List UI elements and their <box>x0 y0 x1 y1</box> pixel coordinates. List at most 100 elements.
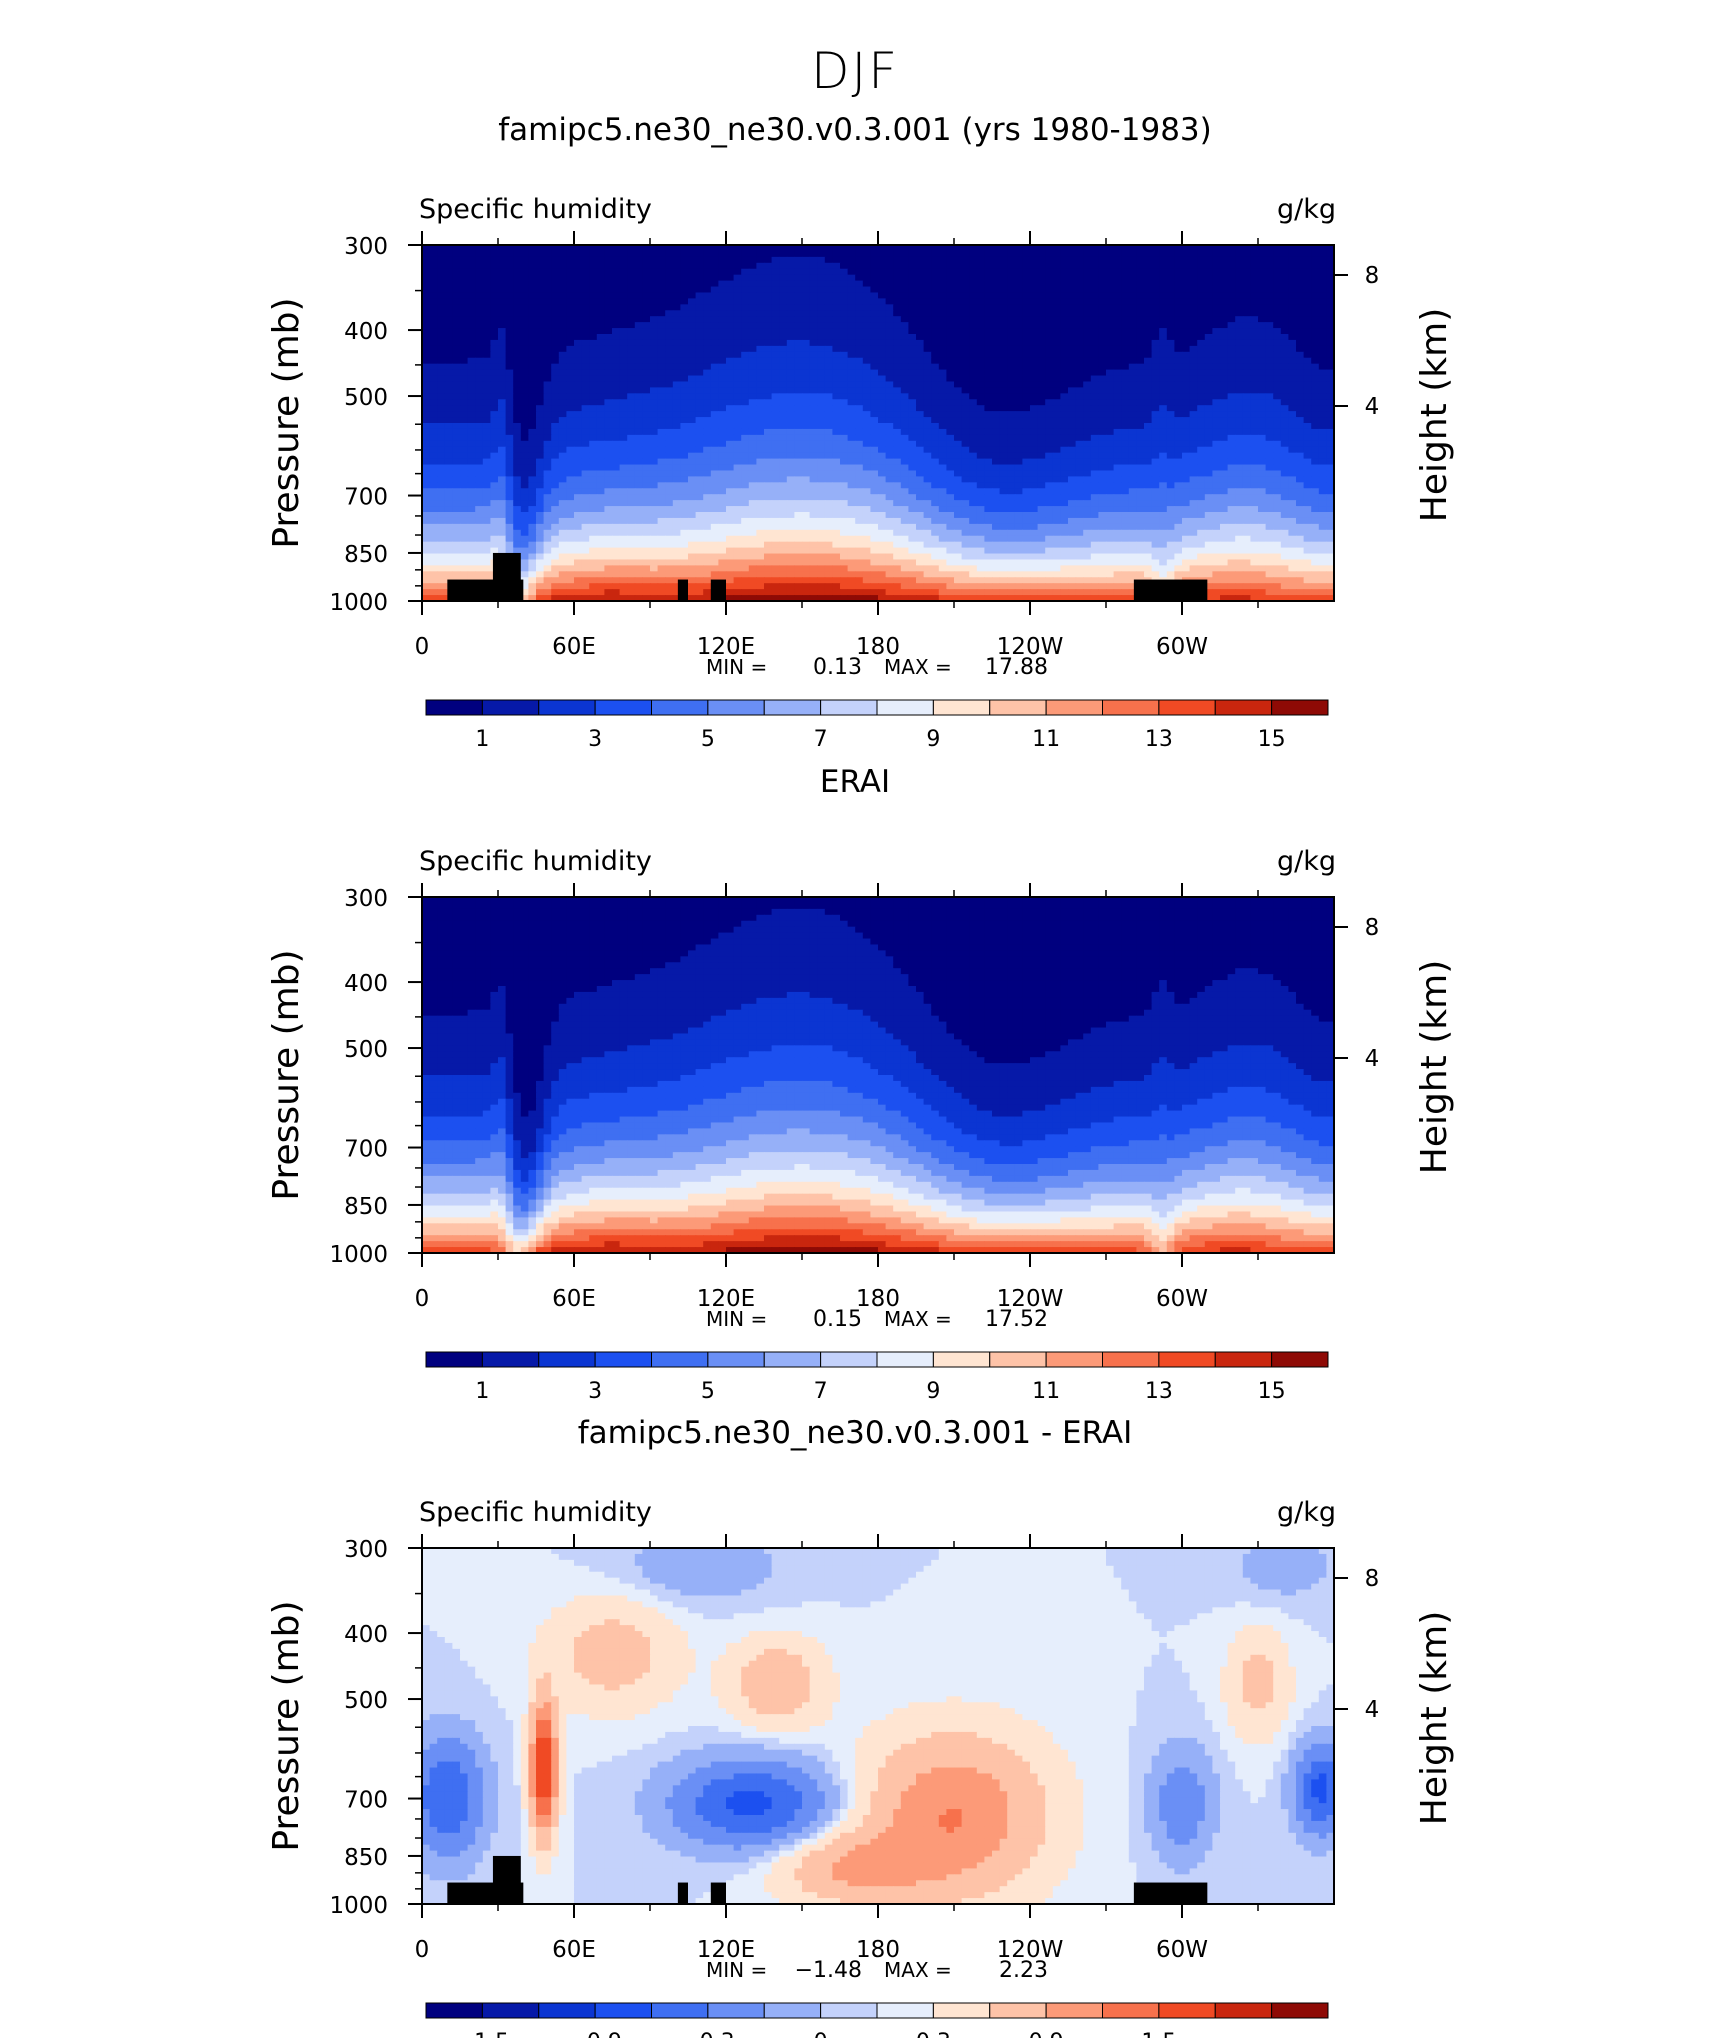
field-cell <box>1273 322 1281 329</box>
field-cell <box>779 281 787 288</box>
field-cell <box>1266 310 1274 317</box>
field-cell <box>749 429 757 436</box>
field-cell <box>992 376 1000 383</box>
field-cell <box>696 334 704 341</box>
field-cell <box>734 370 742 377</box>
field-cell <box>498 269 506 276</box>
field-cell <box>1045 257 1053 264</box>
field-cell <box>931 298 939 305</box>
field-cell <box>1007 447 1015 454</box>
field-cell <box>513 459 521 466</box>
field-cell <box>703 417 711 424</box>
field-cell <box>483 364 491 371</box>
field-cell <box>764 381 772 388</box>
field-cell <box>741 298 749 305</box>
field-cell <box>1136 298 1144 305</box>
field-cell <box>1190 453 1198 460</box>
field-cell <box>658 269 666 276</box>
field-cell <box>1007 417 1015 424</box>
field-cell <box>901 447 909 454</box>
field-cell <box>779 423 787 430</box>
field-cell <box>931 352 939 359</box>
field-cell <box>589 322 597 329</box>
field-cell <box>566 263 574 270</box>
field-cell <box>582 405 590 412</box>
field-cell <box>962 304 970 311</box>
field-cell <box>992 441 1000 448</box>
field-cell <box>445 393 453 400</box>
field-cell <box>711 470 719 477</box>
field-cell <box>528 459 536 466</box>
field-cell <box>848 281 856 288</box>
field-cell <box>658 482 666 489</box>
field-cell <box>954 423 962 430</box>
field-cell <box>1319 411 1327 418</box>
field-cell <box>840 399 848 406</box>
field-cell <box>1228 358 1236 365</box>
field-cell <box>954 316 962 323</box>
field-cell <box>1197 298 1205 305</box>
field-cell <box>528 387 536 394</box>
field-cell <box>642 417 650 424</box>
field-cell <box>559 269 567 276</box>
field-cell <box>1083 298 1091 305</box>
field-cell <box>764 322 772 329</box>
field-cell <box>544 304 552 311</box>
field-cell <box>734 453 742 460</box>
field-cell <box>817 281 825 288</box>
field-cell <box>1129 465 1137 472</box>
field-cell <box>1311 453 1319 460</box>
field-cell <box>1053 269 1061 276</box>
field-cell <box>589 470 597 477</box>
field-cell <box>931 453 939 460</box>
field-cell <box>1205 275 1213 282</box>
field-cell <box>848 352 856 359</box>
field-cell <box>711 459 719 466</box>
field-cell <box>1182 393 1190 400</box>
field-cell <box>437 435 445 442</box>
field-cell <box>680 251 688 258</box>
field-cell <box>794 459 802 466</box>
field-cell <box>1136 257 1144 264</box>
field-cell <box>658 381 666 388</box>
field-cell <box>908 281 916 288</box>
field-cell <box>460 393 468 400</box>
field-cell <box>468 263 476 270</box>
field-cell <box>627 482 635 489</box>
field-cell <box>460 470 468 477</box>
field-cell <box>855 441 863 448</box>
field-cell <box>490 340 498 347</box>
field-cell <box>437 251 445 258</box>
field-cell <box>840 453 848 460</box>
field-cell <box>969 482 977 489</box>
field-cell <box>772 316 780 323</box>
field-cell <box>1106 465 1114 472</box>
field-cell <box>703 405 711 412</box>
field-cell <box>1159 411 1167 418</box>
field-cell <box>1311 334 1319 341</box>
field-cell <box>1174 304 1182 311</box>
field-cell <box>741 470 749 477</box>
field-cell <box>726 381 734 388</box>
field-cell <box>1106 441 1114 448</box>
field-cell <box>870 316 878 323</box>
field-cell <box>437 292 445 299</box>
field-cell <box>962 459 970 466</box>
field-cell <box>658 370 666 377</box>
field-cell <box>1000 465 1008 472</box>
field-cell <box>1258 429 1266 436</box>
field-cell <box>1114 465 1122 472</box>
field-cell <box>977 381 985 388</box>
field-cell <box>924 257 932 264</box>
field-cell <box>430 298 438 305</box>
field-cell <box>1212 423 1220 430</box>
field-cell <box>483 269 491 276</box>
field-cell <box>711 405 719 412</box>
field-cell <box>916 470 924 477</box>
field-cell <box>908 453 916 460</box>
field-cell <box>764 435 772 442</box>
field-cell <box>756 328 764 335</box>
field-cell <box>1304 411 1312 418</box>
field-cell <box>1304 470 1312 477</box>
field-cell <box>1129 482 1137 489</box>
